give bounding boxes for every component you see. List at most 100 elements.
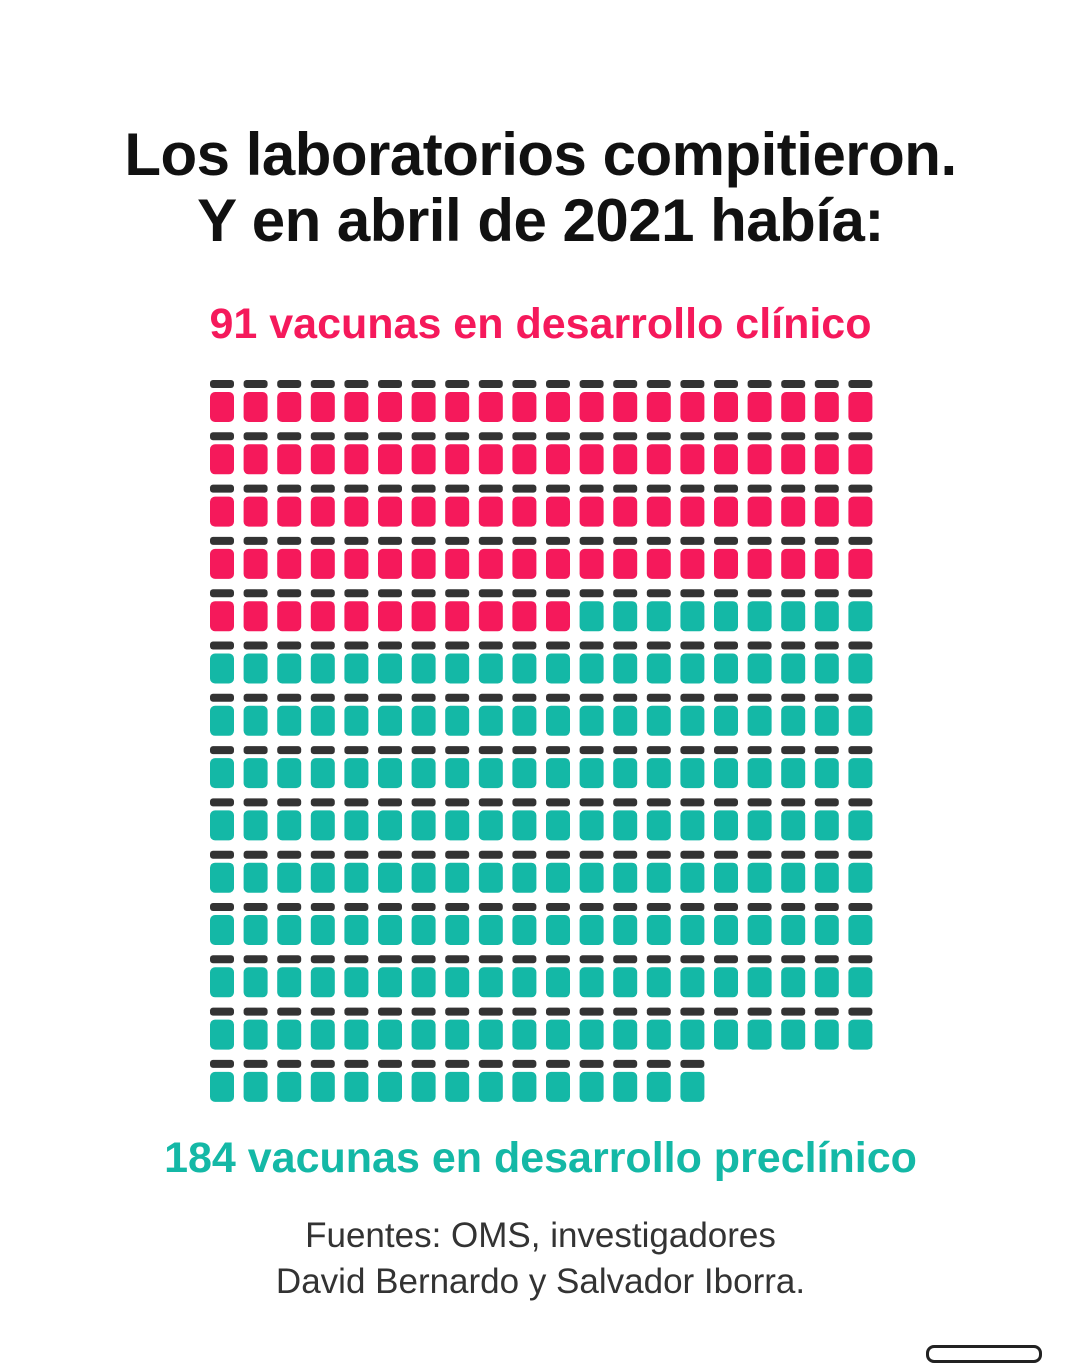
vial-body xyxy=(310,496,335,527)
preclinical-vial-icon xyxy=(646,798,671,841)
vial-body xyxy=(680,496,705,527)
vial-body xyxy=(646,758,671,789)
vial-body xyxy=(814,915,839,945)
vial-cap xyxy=(378,903,402,911)
vial-body xyxy=(814,548,839,579)
clinical-vial-icon xyxy=(646,432,671,475)
clinical-vial-icon xyxy=(781,432,806,475)
vial-body xyxy=(848,1019,873,1050)
vial-cap xyxy=(478,432,503,441)
vial-cap xyxy=(613,903,638,911)
vial-body xyxy=(714,601,738,632)
vial-body xyxy=(814,392,839,422)
vial-body xyxy=(243,653,268,684)
clinical-vial-icon xyxy=(445,484,470,527)
vial-body xyxy=(310,862,335,893)
vial-cap xyxy=(714,432,738,441)
vial-body xyxy=(680,862,705,893)
vial-cap xyxy=(646,798,671,807)
vial-cap xyxy=(411,380,436,388)
preclinical-vial-icon xyxy=(680,955,705,998)
vial-cap xyxy=(344,641,369,650)
vial-cap xyxy=(310,536,335,545)
vial-cap xyxy=(411,589,436,598)
vial-cap xyxy=(814,903,839,911)
vial-body xyxy=(680,444,705,475)
clinical-vial-icon xyxy=(378,380,402,422)
vial-cap xyxy=(848,1007,873,1016)
preclinical-vial-icon xyxy=(445,955,470,998)
vial-body xyxy=(814,967,839,998)
vial-cap xyxy=(646,484,671,493)
vial-body xyxy=(680,1071,705,1102)
vial-body xyxy=(680,392,705,422)
vial-body xyxy=(445,705,470,736)
vial-body xyxy=(411,758,436,789)
vial-cap xyxy=(680,746,705,755)
vial-body xyxy=(579,548,604,579)
vial-cap xyxy=(243,641,268,650)
vial-body xyxy=(210,1019,234,1050)
preclinical-vial-icon xyxy=(646,589,671,632)
vial-body xyxy=(546,1071,570,1102)
vial-cap xyxy=(478,380,503,388)
preclinical-vial-icon xyxy=(378,1007,402,1050)
vial-body xyxy=(848,444,873,475)
vial-body xyxy=(714,444,738,475)
preclinical-vial-icon xyxy=(445,1059,470,1102)
vial-body xyxy=(747,392,772,422)
vial-cap xyxy=(546,955,570,964)
vial-body xyxy=(613,758,638,789)
vial-body xyxy=(210,496,234,527)
vial-body xyxy=(781,1019,806,1050)
vial-body xyxy=(344,1019,369,1050)
preclinical-vial-icon xyxy=(781,641,806,684)
preclinical-vial-icon xyxy=(714,641,738,684)
vial-cap xyxy=(546,641,570,650)
preclinical-vial-icon xyxy=(781,903,806,945)
vial-cap xyxy=(579,484,604,493)
vial-cap xyxy=(814,1007,839,1016)
vial-body xyxy=(512,548,537,579)
vial-body xyxy=(478,915,503,945)
vial-cap xyxy=(378,536,402,545)
vial-cap xyxy=(680,1059,705,1068)
preclinical-vial-icon xyxy=(478,746,503,789)
preclinical-vial-icon xyxy=(310,641,335,684)
vial-cap xyxy=(546,746,570,755)
vial-cap xyxy=(781,589,806,598)
clinical-vial-icon xyxy=(277,484,302,527)
vial-cap xyxy=(613,798,638,807)
vial-cap xyxy=(613,955,638,964)
preclinical-vial-icon xyxy=(579,746,604,789)
vial-cap xyxy=(680,380,705,388)
vial-cap xyxy=(210,798,234,807)
vial-cap xyxy=(848,641,873,650)
clinical-vial-icon xyxy=(714,484,738,527)
clinical-vial-icon xyxy=(747,432,772,475)
vial-body xyxy=(277,862,302,893)
vial-cap xyxy=(680,536,705,545)
vial-cap xyxy=(814,589,839,598)
vial-body xyxy=(714,862,738,893)
clinical-vial-icon xyxy=(243,432,268,475)
vial-body xyxy=(344,915,369,945)
preclinical-vial-icon xyxy=(243,693,268,736)
vial-body xyxy=(747,915,772,945)
vial-body xyxy=(646,392,671,422)
vial-cap xyxy=(848,903,873,911)
preclinical-vial-icon xyxy=(613,746,638,789)
preclinical-vial-icon xyxy=(344,693,369,736)
vial-body xyxy=(546,444,570,475)
preclinical-vial-icon xyxy=(512,1059,537,1102)
preclinical-vial-icon xyxy=(613,1007,638,1050)
vial-body xyxy=(310,444,335,475)
clinical-vial-icon xyxy=(478,380,503,422)
vial-body xyxy=(546,967,570,998)
preclinical-vial-icon xyxy=(243,903,268,945)
vial-body xyxy=(814,862,839,893)
vial-body xyxy=(445,915,470,945)
vial-cap xyxy=(646,693,671,702)
vial-cap xyxy=(478,746,503,755)
